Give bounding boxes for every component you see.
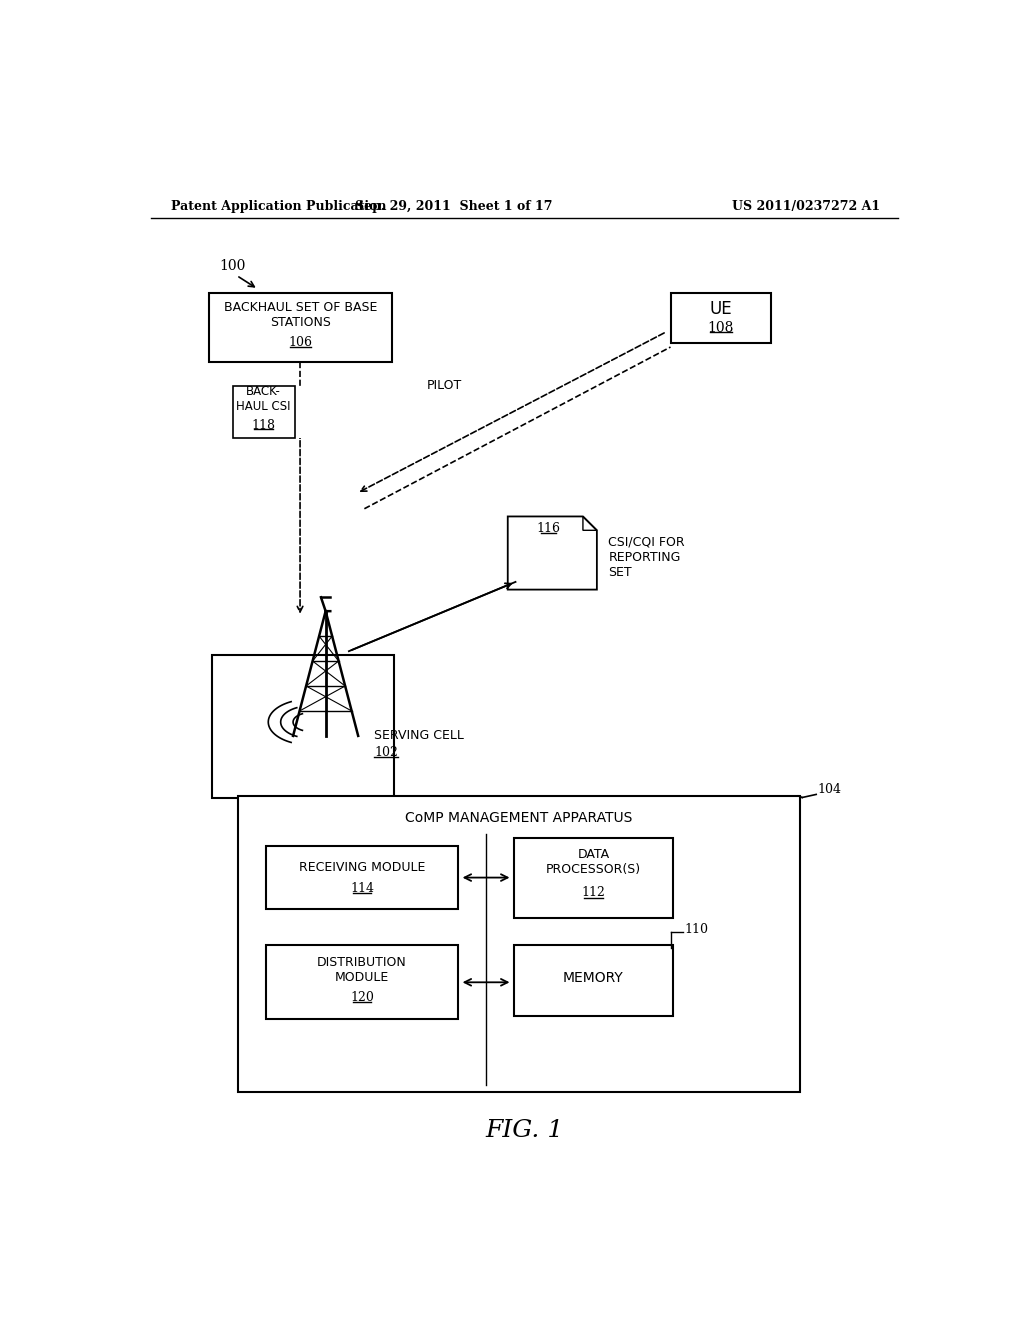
- Bar: [671, 293, 771, 343]
- Text: BACK-
HAUL CSI: BACK- HAUL CSI: [237, 385, 291, 413]
- Text: 104: 104: [818, 783, 842, 796]
- Text: 110: 110: [684, 924, 709, 936]
- Text: PILOT: PILOT: [426, 379, 462, 392]
- Text: 100: 100: [219, 259, 246, 273]
- Text: CoMP MANAGEMENT APPARATUS: CoMP MANAGEMENT APPARATUS: [406, 810, 633, 825]
- Text: CSI/CQI FOR
REPORTING
SET: CSI/CQI FOR REPORTING SET: [608, 536, 685, 578]
- Polygon shape: [508, 516, 597, 590]
- Bar: [514, 945, 673, 1016]
- Text: 108: 108: [708, 321, 734, 335]
- Text: 102: 102: [375, 746, 398, 759]
- Text: 114: 114: [350, 882, 374, 895]
- Text: DISTRIBUTION
MODULE: DISTRIBUTION MODULE: [317, 956, 407, 983]
- Bar: [212, 655, 394, 797]
- Text: BACKHAUL SET OF BASE
STATIONS: BACKHAUL SET OF BASE STATIONS: [224, 301, 377, 329]
- Bar: [266, 846, 458, 909]
- Text: Sep. 29, 2011  Sheet 1 of 17: Sep. 29, 2011 Sheet 1 of 17: [354, 199, 552, 213]
- Bar: [266, 945, 458, 1019]
- Text: 120: 120: [350, 991, 374, 1005]
- Text: DATA
PROCESSOR(S): DATA PROCESSOR(S): [546, 849, 641, 876]
- Text: US 2011/0237272 A1: US 2011/0237272 A1: [731, 199, 880, 213]
- Bar: [514, 837, 673, 919]
- Text: MEMORY: MEMORY: [563, 970, 624, 985]
- Text: UE: UE: [710, 300, 732, 318]
- Text: 106: 106: [289, 335, 312, 348]
- Bar: [232, 385, 295, 438]
- Text: 112: 112: [582, 887, 605, 899]
- Text: Patent Application Publication: Patent Application Publication: [171, 199, 386, 213]
- Text: 118: 118: [252, 418, 275, 432]
- Text: RECEIVING MODULE: RECEIVING MODULE: [299, 861, 425, 874]
- Bar: [209, 293, 391, 363]
- Text: SERVING CELL: SERVING CELL: [375, 730, 464, 742]
- Text: 116: 116: [537, 523, 560, 536]
- Text: FIG. 1: FIG. 1: [485, 1118, 564, 1142]
- Bar: [238, 796, 800, 1093]
